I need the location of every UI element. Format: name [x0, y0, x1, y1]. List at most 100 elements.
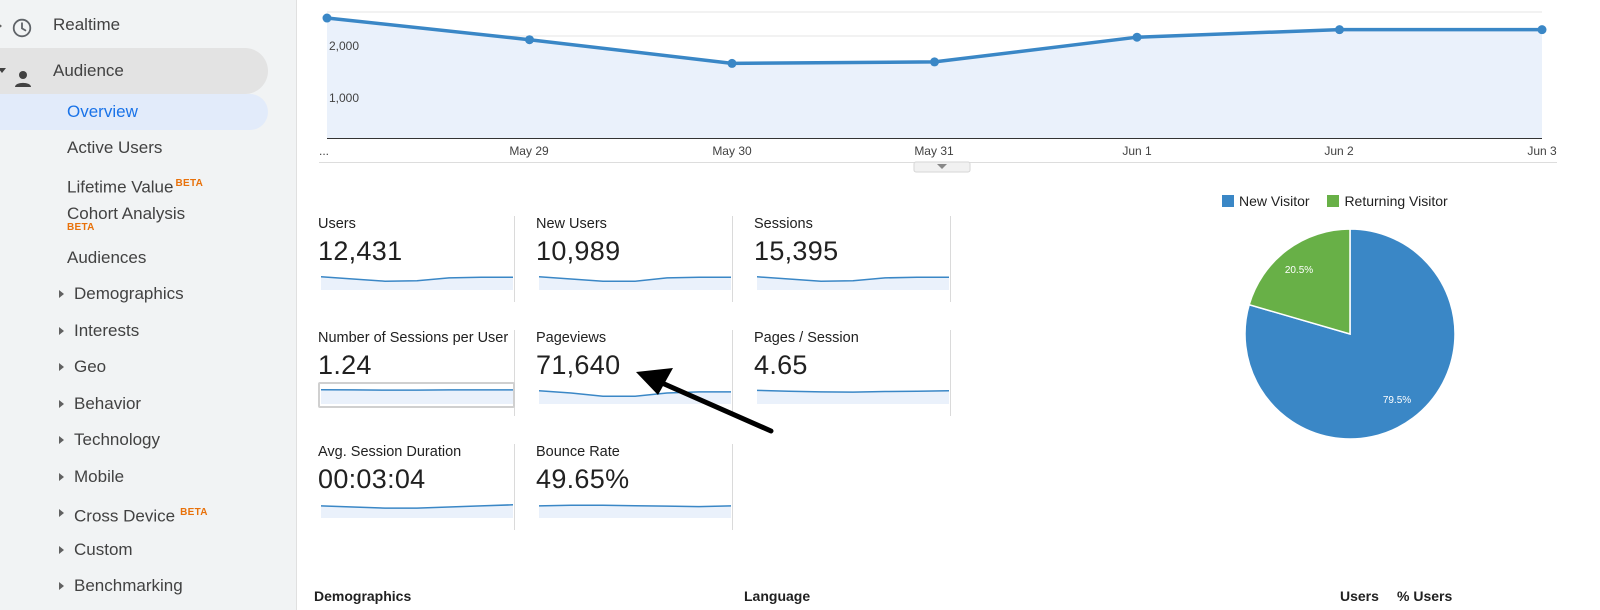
main-content: 2,000 1,000 ... May 29 May 30 May 31 Jun…: [297, 0, 1600, 610]
nav-geo[interactable]: Geo: [0, 349, 268, 385]
metric-pages-per-session[interactable]: Pages / Session 4.65: [733, 330, 951, 416]
nav-custom[interactable]: Custom: [0, 532, 268, 568]
nav-lifetime-value-label: Lifetime Value: [67, 177, 174, 197]
selected-sparkline-frame: [318, 382, 515, 408]
nav-geo-label: Geo: [74, 357, 107, 376]
x-tick-label: ...: [319, 144, 329, 158]
metric-value: 49.65%: [536, 464, 630, 494]
metric-name: Bounce Rate: [536, 444, 620, 460]
sparkline-fill: [757, 390, 949, 404]
legend-label: New Visitor: [1239, 193, 1310, 209]
beta-badge: BETA: [175, 178, 204, 189]
sparkline-line: [757, 389, 949, 393]
expand-caret-icon: [59, 509, 64, 517]
visitor-pie-chart: 79.5% 20.5%: [1244, 228, 1456, 440]
expand-caret-icon: [59, 546, 64, 554]
nav-overview-label: Overview: [67, 102, 138, 121]
legend-swatch: [1222, 195, 1234, 207]
metric-value: 12,431: [318, 236, 403, 266]
chart-point[interactable]: [930, 57, 939, 67]
x-tick-label: May 29: [509, 144, 549, 158]
nav-interests-label: Interests: [74, 321, 140, 340]
pct-users-column-header[interactable]: % Users: [1397, 588, 1453, 604]
collapse-caret-icon: [0, 68, 6, 73]
metric-name: Sessions: [754, 216, 813, 232]
metric-sessions[interactable]: Sessions 15,395: [733, 216, 951, 302]
nav-mobile[interactable]: Mobile: [0, 459, 268, 495]
metric-users[interactable]: Users 12,431: [297, 216, 515, 302]
sparkline-fill: [757, 276, 949, 290]
nav-lifetime-value[interactable]: Lifetime Value BETA: [0, 166, 268, 202]
metric-sparkline: [539, 276, 731, 290]
nav-demographics-label: Demographics: [74, 284, 184, 303]
nav-demographics[interactable]: Demographics: [0, 276, 268, 312]
nav-realtime-label: Realtime: [53, 15, 121, 34]
nav-benchmarking-label: Benchmarking: [74, 576, 183, 595]
metric-pageviews[interactable]: Pageviews 71,640: [515, 330, 733, 416]
x-tick-label: May 31: [914, 144, 954, 158]
sparkline-line: [539, 504, 731, 508]
sparkline-line: [757, 276, 949, 282]
sparkline-line: [539, 276, 731, 282]
metric-bounce-rate[interactable]: Bounce Rate 49.65%: [515, 444, 733, 530]
expand-caret-icon: [59, 363, 64, 371]
sparkline-fill: [539, 276, 731, 290]
clock-icon: [12, 15, 32, 38]
expand-caret-icon: [59, 582, 64, 590]
pie-slice[interactable]: [1248, 228, 1351, 335]
users-column-header[interactable]: Users: [1340, 588, 1379, 604]
nav-benchmarking[interactable]: Benchmarking: [0, 568, 268, 604]
metric-avg-session-duration[interactable]: Avg. Session Duration 00:03:04: [297, 444, 515, 530]
sparkline-line: [321, 504, 513, 509]
pie-slices: [1244, 228, 1456, 440]
x-tick-label: May 30: [712, 144, 752, 158]
chart-point[interactable]: [1537, 25, 1547, 35]
beta-badge: BETA: [67, 222, 95, 233]
nav-interests[interactable]: Interests: [0, 313, 268, 349]
metric-value: 1.24: [318, 350, 372, 380]
nav-technology[interactable]: Technology: [0, 422, 268, 458]
metric-sparkline: [757, 389, 949, 404]
x-tick-label: Jun 3: [1527, 144, 1557, 158]
nav-audiences-label: Audiences: [67, 248, 147, 267]
nav-audience[interactable]: Audience: [0, 48, 268, 94]
chart-point[interactable]: [322, 13, 332, 23]
nav-realtime[interactable]: Realtime: [0, 7, 268, 43]
metric-sparkline: [321, 388, 513, 404]
sessions-line-chart: 2,000 1,000 ... May 29 May 30 May 31 Jun…: [319, 11, 1557, 173]
nav-technology-label: Technology: [74, 430, 161, 449]
metric-sessions-per-user[interactable]: Number of Sessions per User 1.24: [297, 330, 515, 416]
y-tick-label: 2,000: [329, 39, 359, 53]
metric-new-users[interactable]: New Users 10,989: [515, 216, 733, 302]
nav-cross-device[interactable]: Cross Device BETA: [0, 495, 268, 531]
nav-behavior-label: Behavior: [74, 394, 142, 413]
metric-value: 71,640: [536, 350, 621, 380]
nav-audiences[interactable]: Audiences: [0, 240, 268, 276]
chart-point[interactable]: [1132, 32, 1142, 42]
chart-point[interactable]: [525, 35, 534, 45]
metric-name: Number of Sessions per User: [318, 330, 509, 346]
metric-value: 4.65: [754, 350, 808, 380]
chevron-down-icon: [937, 164, 947, 169]
nav-active-users[interactable]: Active Users: [0, 130, 268, 166]
metric-name: Avg. Session Duration: [318, 444, 462, 460]
chart-resize-handle[interactable]: [913, 161, 971, 173]
expand-caret-icon: [59, 327, 64, 335]
chart-point[interactable]: [727, 58, 737, 68]
pie-data-label: 79.5%: [1383, 395, 1411, 406]
demographics-heading: Demographics: [314, 588, 412, 604]
expand-caret-icon: [59, 290, 64, 298]
metric-sparkline: [539, 504, 731, 518]
chart-point[interactable]: [1335, 25, 1344, 35]
nav-overview[interactable]: Overview: [0, 94, 268, 130]
legend-item-returning-visitor[interactable]: Returning Visitor: [1327, 193, 1448, 209]
sparkline-fill: [539, 505, 731, 518]
nav-behavior[interactable]: Behavior: [0, 386, 268, 422]
pie-data-label: 20.5%: [1285, 265, 1313, 276]
expand-caret-icon: [59, 400, 64, 408]
nav-cohort-analysis[interactable]: Cohort Analysis BETA: [0, 202, 268, 238]
expand-caret-icon: [59, 436, 64, 444]
sparkline-fill: [321, 389, 513, 404]
legend-item-new-visitor[interactable]: New Visitor: [1222, 193, 1310, 209]
metric-name: Pages / Session: [754, 330, 859, 346]
